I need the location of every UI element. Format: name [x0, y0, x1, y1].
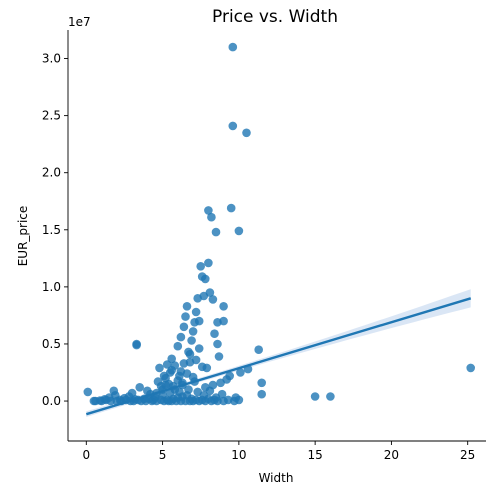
data-point: [254, 345, 263, 355]
data-point: [155, 363, 164, 373]
data-point: [204, 206, 213, 215]
plot-area: [83, 42, 476, 417]
y-tick-label: 0.0: [42, 394, 61, 408]
data-point: [213, 339, 222, 349]
data-point: [196, 262, 205, 271]
x-tick-label: 0: [82, 448, 90, 462]
x-tick-label: 25: [460, 448, 475, 462]
data-point: [89, 396, 99, 406]
data-point: [181, 312, 190, 321]
data-point: [242, 128, 251, 138]
data-point: [201, 274, 210, 284]
regression-line: [85, 297, 472, 416]
data-point: [182, 302, 192, 311]
data-point: [326, 392, 335, 401]
data-point: [106, 396, 115, 406]
data-point: [210, 329, 219, 339]
x-tick-label: 15: [307, 448, 322, 462]
x-tick-label: 5: [159, 448, 167, 462]
x-tick-label: 10: [231, 448, 246, 462]
data-point: [199, 391, 209, 400]
data-point: [217, 389, 227, 399]
data-point: [219, 316, 228, 326]
y-tick-label: 1.0: [42, 280, 61, 294]
chart-title: Price vs. Width: [212, 7, 338, 27]
data-point: [228, 121, 238, 131]
data-point: [185, 349, 195, 359]
data-point: [184, 385, 193, 394]
data-point: [234, 395, 244, 405]
x-axis-ticks: 0 5 10 15 20 25: [82, 441, 475, 462]
y-tick-label: 3.0: [42, 52, 61, 66]
data-point: [234, 226, 244, 236]
data-point: [466, 363, 476, 373]
data-point: [207, 212, 216, 222]
data-point: [236, 368, 245, 377]
y-tick-label: 2.0: [42, 166, 61, 180]
data-point: [179, 359, 189, 368]
data-point: [159, 371, 169, 381]
data-point: [208, 380, 218, 390]
y-tick-label: 0.5: [42, 337, 61, 351]
data-point: [194, 344, 204, 353]
data-point: [208, 295, 218, 304]
y-axis-ticks: 0.0 0.5 1.0 1.5 2.0 2.5 3.0: [42, 52, 68, 408]
x-tick-label: 20: [384, 448, 399, 462]
data-point: [170, 361, 180, 370]
data-point: [197, 362, 207, 372]
data-point: [225, 371, 234, 381]
data-point: [165, 388, 175, 398]
data-point: [135, 383, 144, 392]
data-point: [310, 392, 320, 401]
data-point: [156, 381, 166, 391]
data-point: [173, 341, 183, 351]
data-point: [191, 307, 201, 317]
data-point: [257, 378, 267, 388]
y-tick-label: 2.5: [42, 109, 61, 123]
data-point: [219, 302, 228, 311]
data-point: [176, 332, 186, 342]
data-point: [211, 227, 221, 237]
data-point: [257, 389, 267, 399]
data-point: [188, 327, 198, 336]
data-point: [83, 387, 93, 397]
data-point: [175, 387, 184, 397]
data-point: [214, 352, 224, 361]
y-offset-label: 1e7: [68, 15, 91, 29]
data-point: [205, 288, 215, 297]
data-point: [226, 203, 236, 213]
data-point: [228, 42, 238, 52]
data-point: [191, 355, 201, 365]
data-point: [167, 354, 176, 364]
data-point: [194, 316, 204, 326]
y-tick-label: 1.5: [42, 223, 61, 237]
data-point: [204, 258, 213, 268]
data-point: [132, 339, 141, 349]
data-point: [187, 336, 196, 345]
y-axis-label: EUR_price: [16, 206, 30, 267]
data-point: [179, 322, 189, 332]
x-axis-label: Width: [259, 471, 294, 485]
